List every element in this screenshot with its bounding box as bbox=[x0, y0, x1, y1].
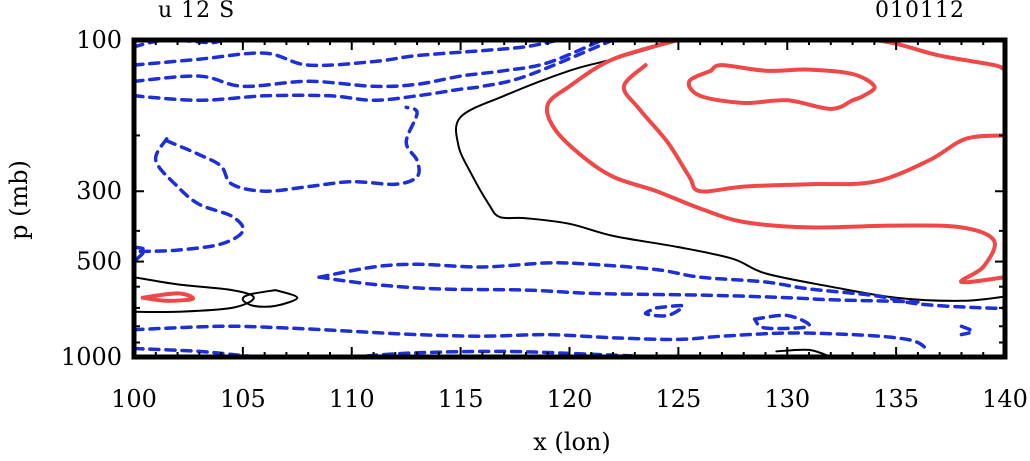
y-tick-label-100: 100 bbox=[76, 26, 122, 54]
contour-zero-2 bbox=[241, 289, 299, 308]
x-tick-label-140: 140 bbox=[982, 385, 1028, 413]
contour-zero-0 bbox=[454, 40, 1005, 302]
y-axis-title: p (mb) bbox=[5, 160, 33, 240]
y-tick-label-500: 500 bbox=[76, 248, 122, 276]
contour-negative-10 bbox=[134, 40, 561, 68]
contour-negative-19 bbox=[752, 313, 812, 331]
contour-positive-5 bbox=[621, 63, 1005, 194]
x-tick-label-120: 120 bbox=[547, 385, 593, 413]
contour-negative-20 bbox=[134, 324, 931, 354]
contour-negative-11 bbox=[134, 40, 604, 89]
contour-positive-6 bbox=[686, 63, 877, 111]
contour-positive-8 bbox=[140, 291, 196, 303]
contour-zero-1 bbox=[134, 276, 255, 314]
contour-negative-17 bbox=[317, 275, 920, 304]
y-tick-label-300: 300 bbox=[76, 177, 122, 205]
contour-negative-12 bbox=[134, 40, 615, 103]
chart-title-right: 010112 bbox=[875, 0, 965, 23]
contour-positive-4 bbox=[544, 40, 1005, 285]
chart-title-left: u 12 S bbox=[158, 0, 235, 23]
plot-frame bbox=[131, 37, 1008, 360]
y-tick-label-1000: 1000 bbox=[61, 343, 122, 371]
x-axis-title: x (lon) bbox=[533, 428, 610, 456]
x-tick-label-100: 100 bbox=[111, 385, 157, 413]
contour-negative-13 bbox=[164, 105, 421, 193]
x-tick-label-125: 125 bbox=[655, 385, 701, 413]
x-tick-label-110: 110 bbox=[329, 385, 375, 413]
x-tick-label-130: 130 bbox=[764, 385, 810, 413]
x-tick-label-115: 115 bbox=[438, 385, 484, 413]
contour-negative-15 bbox=[134, 245, 147, 264]
contour-negative-14 bbox=[134, 137, 245, 254]
x-tick-label-105: 105 bbox=[220, 385, 266, 413]
contour-negative-18 bbox=[643, 303, 685, 318]
contour-negative-23 bbox=[959, 324, 975, 337]
x-tick-label-135: 135 bbox=[873, 385, 919, 413]
contour-positive-7 bbox=[785, 40, 1005, 73]
